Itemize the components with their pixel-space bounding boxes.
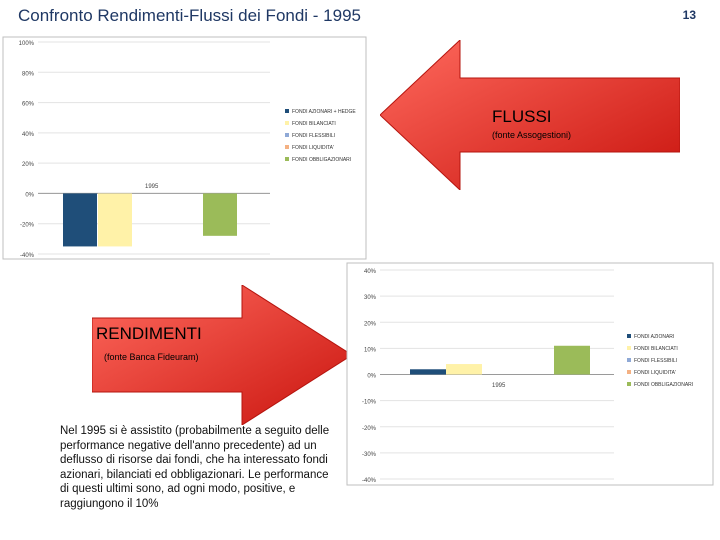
y-tick-label: 60%: [22, 102, 35, 108]
flussi-arrow: [380, 40, 680, 190]
flussi-source: (fonte Assogestioni): [492, 130, 572, 140]
x-category-label: 1995: [492, 383, 506, 389]
x-category-label: 1995: [145, 184, 159, 190]
y-tick-label: -10%: [362, 400, 377, 406]
flussi-label: FLUSSI: [492, 107, 552, 126]
legend-swatch: [285, 157, 289, 161]
y-tick-label: 0%: [367, 374, 376, 380]
legend-swatch: [285, 109, 289, 113]
legend-swatch: [627, 334, 631, 338]
bar: [554, 345, 590, 375]
commentary-paragraph: Nel 1995 si è assistito (probabilmente a…: [60, 425, 330, 510]
y-tick-label: -20%: [20, 223, 35, 229]
y-tick-label: 80%: [22, 71, 35, 77]
y-tick-label: -40%: [362, 478, 377, 484]
bar: [203, 193, 237, 236]
legend-label: FONDI FLESSIBILI: [292, 133, 335, 139]
flows-chart: 100% 80% 60% 40% 20% 0% -20% -40% 1995 FONDI AZIO…: [2, 36, 368, 262]
legend-label: FONDI BILANCIATI: [292, 121, 336, 127]
y-tick-label: 0%: [25, 192, 34, 198]
legend-swatch: [627, 346, 631, 350]
rendimenti-arrow: [92, 285, 352, 425]
legend-label: FONDI LIQUIDITA': [634, 370, 676, 376]
bar: [446, 364, 482, 375]
y-tick-label: -30%: [362, 452, 377, 458]
legend-swatch: [285, 133, 289, 137]
y-tick-label: -20%: [362, 426, 377, 432]
legend-label: FONDI LIQUIDITA': [292, 145, 334, 151]
y-tick-label: -40%: [20, 253, 35, 259]
legend-swatch: [627, 382, 631, 386]
slide-title: Confronto Rendimenti-Flussi dei Fondi - …: [18, 6, 362, 25]
rendimenti-source: (fonte Banca Fideuram): [104, 352, 199, 362]
bar: [98, 193, 132, 247]
legend-swatch: [627, 370, 631, 374]
bar: [410, 369, 446, 375]
page-number: 13: [682, 8, 696, 22]
y-tick-label: 20%: [364, 321, 377, 327]
y-tick-label: 30%: [364, 295, 377, 301]
legend-label: FONDI BILANCIATI: [634, 346, 678, 352]
legend-label: FONDI AZIONARI + HEDGE: [292, 109, 356, 115]
legend-label: FONDI OBBLIGAZIONARI: [634, 382, 693, 388]
y-tick-label: 10%: [364, 347, 377, 353]
y-tick-label: 40%: [22, 132, 35, 138]
returns-chart: 40% 30% 20% 10% 0% -10% -20% -30% -40% 1995 FONDI …: [346, 262, 716, 488]
legend-label: FONDI AZIONARI: [634, 334, 674, 340]
bar: [63, 193, 97, 247]
y-tick-label: 20%: [22, 162, 35, 168]
legend-label: FONDI OBBLIGAZIONARI: [292, 157, 351, 163]
y-tick-label: 100%: [19, 41, 35, 47]
legend-swatch: [285, 121, 289, 125]
legend-swatch: [285, 145, 289, 149]
legend-label: FONDI FLESSIBILI: [634, 358, 677, 364]
rendimenti-label: RENDIMENTI: [96, 324, 202, 343]
legend-swatch: [627, 358, 631, 362]
y-tick-label: 40%: [364, 269, 377, 275]
